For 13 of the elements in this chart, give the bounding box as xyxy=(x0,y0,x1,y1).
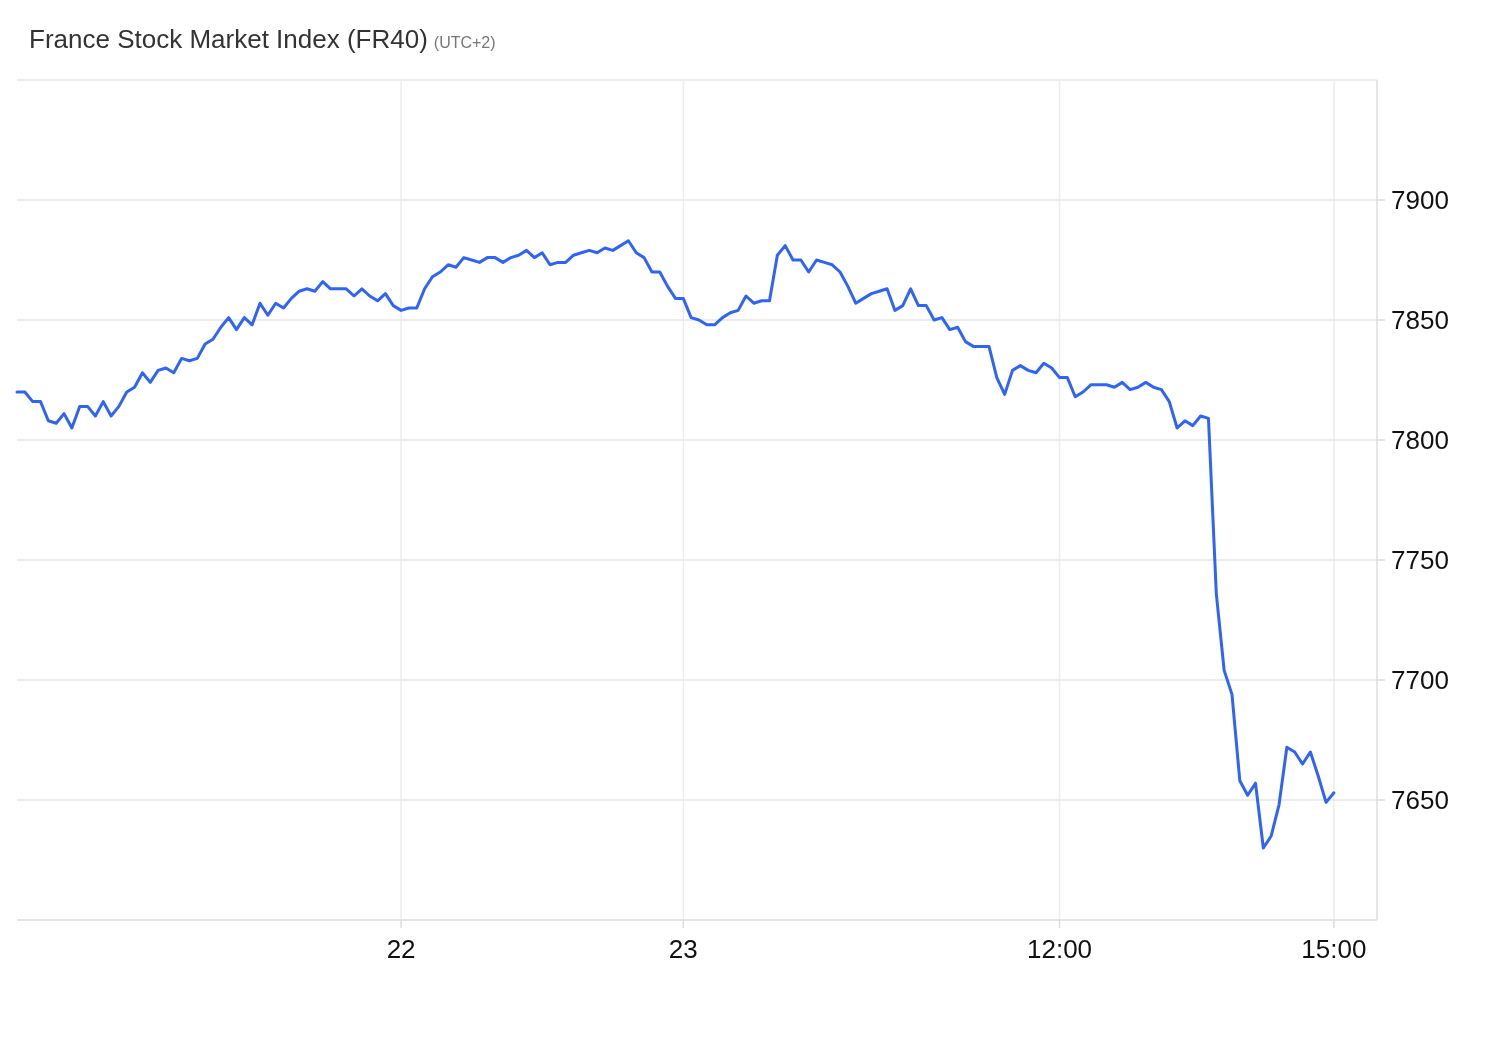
y-tick-label: 7900 xyxy=(1391,185,1449,216)
x-tick-label: 23 xyxy=(668,934,698,964)
y-tick-label: 7700 xyxy=(1391,665,1449,696)
chart-subtitle: (UTC+2) xyxy=(433,34,496,51)
x-tick-label: 12:00 xyxy=(1027,934,1093,964)
line-series xyxy=(15,239,1336,850)
x-tick-label: 22 xyxy=(386,934,416,964)
x-tick-label: 15:00 xyxy=(1301,934,1367,964)
y-tick-label: 7750 xyxy=(1391,545,1449,576)
y-tick-label: 7650 xyxy=(1391,785,1449,816)
chart-title: France Stock Market Index (FR40) xyxy=(29,24,428,54)
y-tick-label: 7850 xyxy=(1391,305,1449,336)
y-tick-label: 7800 xyxy=(1391,425,1449,456)
